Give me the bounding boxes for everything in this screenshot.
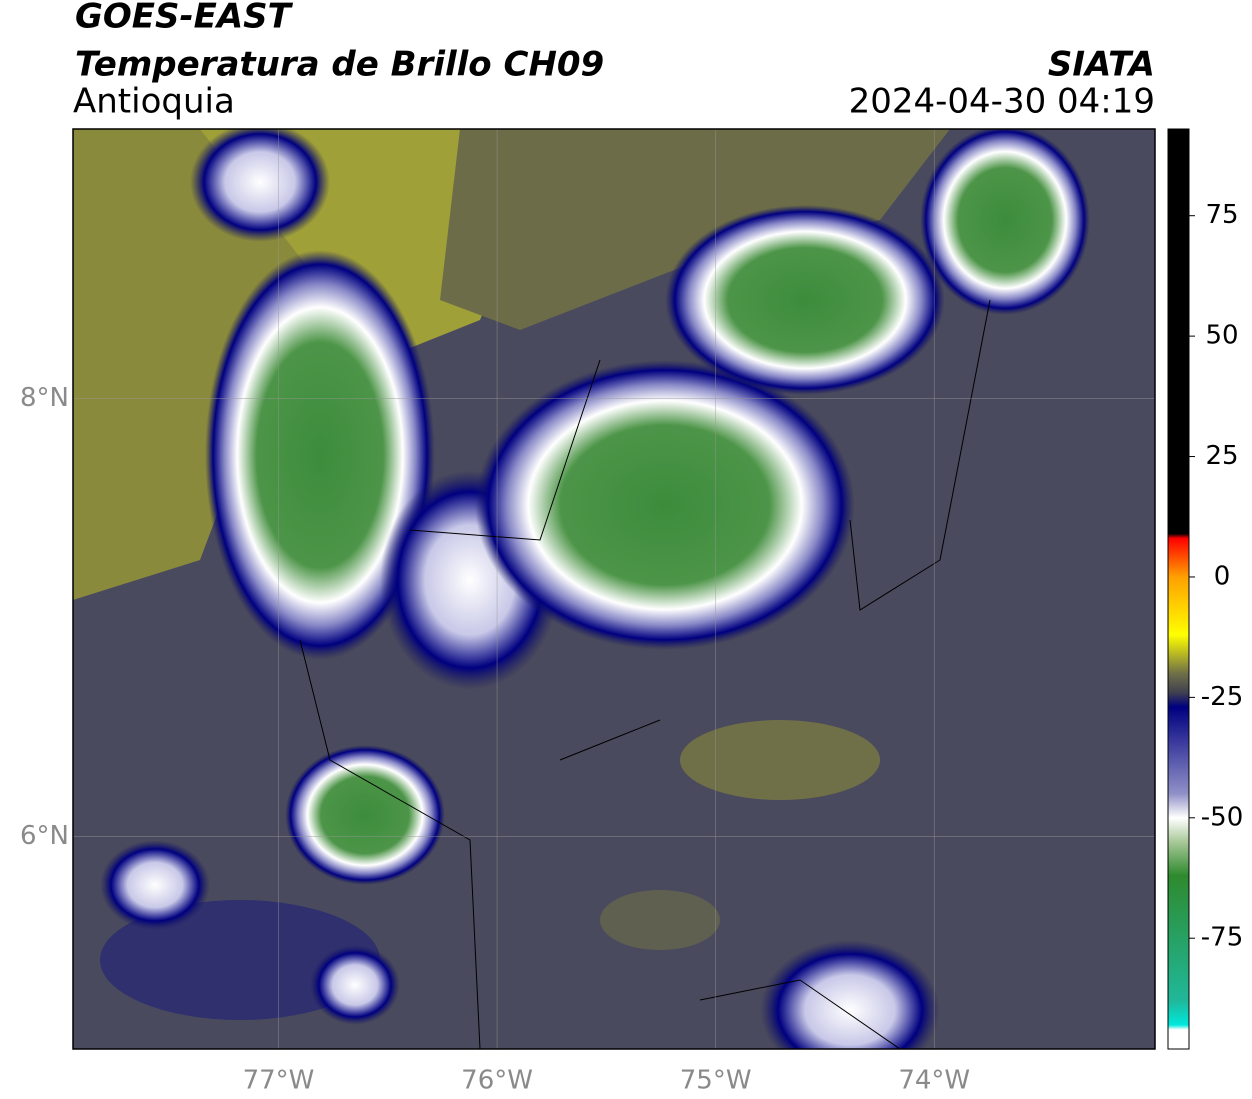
imagery	[73, 129, 1155, 1049]
lon-tick-label: 77°W	[243, 1066, 315, 1096]
olive-region	[440, 129, 950, 330]
product: Temperatura de Brillo CH09	[75, 45, 604, 85]
colorbar-tick-label: 0	[1214, 561, 1231, 591]
blue-patch	[100, 900, 380, 1020]
map-frame	[72, 128, 1156, 1050]
source: SIATA	[1048, 45, 1155, 85]
cloud	[205, 250, 435, 660]
region: Antioquia	[73, 82, 235, 122]
cloud	[475, 360, 855, 650]
grid	[73, 129, 1155, 1049]
boundary	[299, 299, 991, 1049]
cloud	[285, 745, 445, 885]
colorbar-tick-label: -50	[1201, 802, 1243, 832]
colorbar	[1167, 128, 1190, 1050]
cloud	[190, 129, 330, 242]
datetime: 2024-04-30 04:19	[849, 82, 1155, 122]
cloud	[100, 840, 210, 930]
colorbar-tick-label: 50	[1205, 321, 1238, 351]
colorbar-tick-label: -75	[1201, 923, 1243, 953]
olive-patch	[680, 720, 880, 800]
cloud	[310, 945, 400, 1025]
cloud	[760, 940, 940, 1049]
satellite: GOES-EAST	[75, 0, 294, 37]
lat-tick-label: 6°N	[20, 821, 69, 851]
lat-tick-label: 8°N	[20, 383, 69, 413]
olive-patch	[600, 890, 720, 950]
colorbar-tick-label: 75	[1205, 200, 1238, 230]
cloud	[665, 205, 945, 395]
lon-tick-label: 76°W	[461, 1066, 533, 1096]
lon-tick-label: 75°W	[680, 1066, 752, 1096]
lon-tick-label: 74°W	[898, 1066, 970, 1096]
colorbar-tick-label: -25	[1201, 682, 1243, 712]
colorbar-tick-label: 25	[1205, 441, 1238, 471]
cloud	[920, 129, 1090, 315]
